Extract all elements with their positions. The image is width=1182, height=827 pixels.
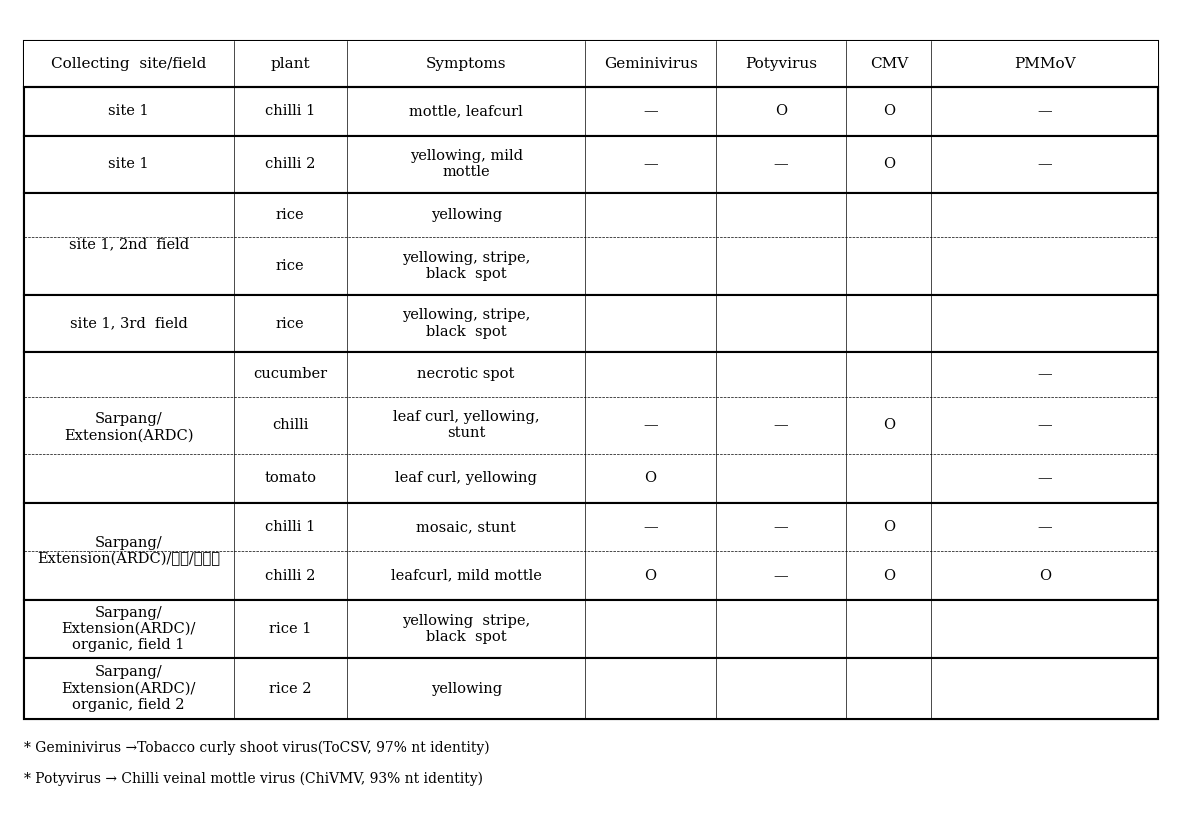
Text: tomato: tomato xyxy=(265,471,317,485)
Text: O: O xyxy=(1039,569,1051,583)
Text: chilli 2: chilli 2 xyxy=(265,157,316,171)
Text: PMMoV: PMMoV xyxy=(1014,57,1076,71)
Text: Geminivirus: Geminivirus xyxy=(604,57,697,71)
Text: CMV: CMV xyxy=(870,57,908,71)
Text: chilli 1: chilli 1 xyxy=(265,104,316,118)
Text: yellowing, mild
mottle: yellowing, mild mottle xyxy=(410,149,522,179)
Text: Sarpang/
Extension(ARDC)/
organic, field 2: Sarpang/ Extension(ARDC)/ organic, field… xyxy=(61,665,196,712)
Bar xyxy=(24,503,1158,600)
Text: leaf curl, yellowing,
stunt: leaf curl, yellowing, stunt xyxy=(392,410,539,441)
Text: O: O xyxy=(883,157,895,171)
Text: cucumber: cucumber xyxy=(253,367,327,381)
Text: —: — xyxy=(643,157,658,171)
Text: rice 2: rice 2 xyxy=(269,681,312,696)
Text: yellowing, stripe,
black  spot: yellowing, stripe, black spot xyxy=(402,251,531,281)
Text: site 1, 3rd  field: site 1, 3rd field xyxy=(70,317,188,331)
Text: —: — xyxy=(774,520,788,534)
Text: chilli: chilli xyxy=(272,418,309,433)
Text: —: — xyxy=(1038,157,1052,171)
Text: —: — xyxy=(643,104,658,118)
Text: —: — xyxy=(1038,104,1052,118)
Text: site 1: site 1 xyxy=(109,104,149,118)
Text: yellowing  stripe,
black  spot: yellowing stripe, black spot xyxy=(402,614,531,644)
Text: O: O xyxy=(775,104,787,118)
Text: plant: plant xyxy=(271,57,310,71)
Bar xyxy=(24,41,1158,87)
Text: * Geminivirus →Tobacco curly shoot virus(ToCSV, 97% nt identity): * Geminivirus →Tobacco curly shoot virus… xyxy=(24,740,489,754)
Text: —: — xyxy=(1038,367,1052,381)
Text: —: — xyxy=(1038,520,1052,534)
Text: rice 1: rice 1 xyxy=(269,622,312,636)
Text: —: — xyxy=(1038,418,1052,433)
Text: Sarpang/
Extension(ARDC)/
organic, field 1: Sarpang/ Extension(ARDC)/ organic, field… xyxy=(61,605,196,652)
Text: O: O xyxy=(644,471,657,485)
Text: Collecting  site/field: Collecting site/field xyxy=(51,57,207,71)
Text: Symptoms: Symptoms xyxy=(426,57,506,71)
Text: O: O xyxy=(644,569,657,583)
Text: O: O xyxy=(883,569,895,583)
Text: rice: rice xyxy=(275,208,305,222)
Bar xyxy=(24,193,1158,294)
Text: leafcurl, mild mottle: leafcurl, mild mottle xyxy=(391,569,541,583)
Bar xyxy=(24,294,1158,352)
Bar xyxy=(24,600,1158,657)
Bar xyxy=(24,136,1158,193)
Text: —: — xyxy=(774,418,788,433)
Text: —: — xyxy=(1038,471,1052,485)
Bar xyxy=(24,657,1158,719)
Text: chilli 2: chilli 2 xyxy=(265,569,316,583)
Text: yellowing: yellowing xyxy=(430,681,501,696)
Text: Sarpang/
Extension(ARDC): Sarpang/ Extension(ARDC) xyxy=(64,413,194,442)
Text: yellowing, stripe,
black  spot: yellowing, stripe, black spot xyxy=(402,308,531,338)
Text: leaf curl, yellowing: leaf curl, yellowing xyxy=(395,471,537,485)
Text: —: — xyxy=(774,157,788,171)
Text: O: O xyxy=(883,418,895,433)
Text: Sarpang/
Extension(ARDC)/개체/품종포: Sarpang/ Extension(ARDC)/개체/품종포 xyxy=(37,536,220,566)
Text: site 1: site 1 xyxy=(109,157,149,171)
Text: O: O xyxy=(883,520,895,534)
Text: site 1, 2nd  field: site 1, 2nd field xyxy=(69,237,189,251)
Bar xyxy=(24,87,1158,136)
Bar xyxy=(24,41,1158,719)
Text: * Potyvirus → Chilli veinal mottle virus (ChiVMV, 93% nt identity): * Potyvirus → Chilli veinal mottle virus… xyxy=(24,772,482,786)
Text: mottle, leafcurl: mottle, leafcurl xyxy=(409,104,524,118)
Text: —: — xyxy=(643,520,658,534)
Text: —: — xyxy=(774,569,788,583)
Bar xyxy=(24,352,1158,503)
Text: necrotic spot: necrotic spot xyxy=(417,367,515,381)
Text: chilli 1: chilli 1 xyxy=(265,520,316,534)
Text: O: O xyxy=(883,104,895,118)
Text: rice: rice xyxy=(275,317,305,331)
Text: yellowing: yellowing xyxy=(430,208,501,222)
Text: rice: rice xyxy=(275,259,305,273)
Text: mosaic, stunt: mosaic, stunt xyxy=(416,520,517,534)
Text: Potyvirus: Potyvirus xyxy=(745,57,817,71)
Text: —: — xyxy=(643,418,658,433)
